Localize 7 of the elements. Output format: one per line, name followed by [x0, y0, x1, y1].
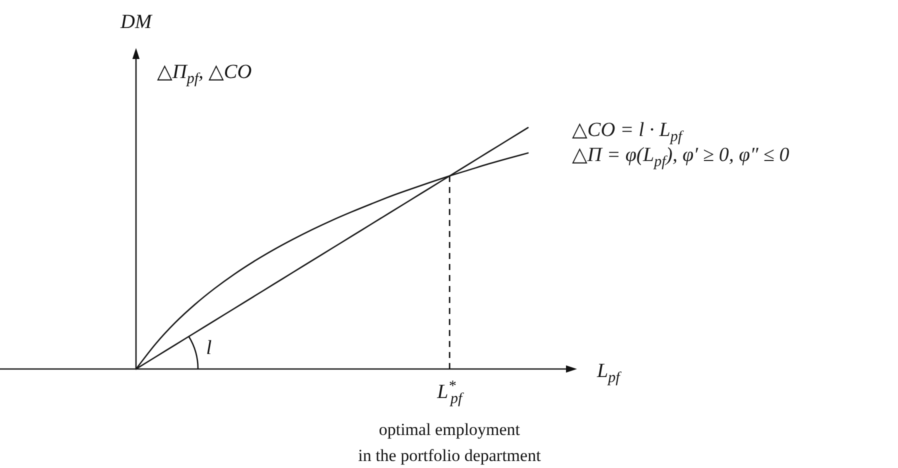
annotation: l — [206, 336, 212, 360]
text: △Π = φ(L$_{pf}$), φ′ ≥ 0, φ″ ≤ 0 — [572, 144, 790, 170]
text: △Π$_{pf}$, △CO — [157, 60, 252, 86]
text: △CO = l · L$_{pf}$ — [572, 119, 682, 146]
y-axis-title: DM — [120, 10, 152, 34]
x-axis-title: L$_{pf}$ — [597, 360, 620, 386]
text: optimal employment in the portfolio department — [358, 419, 541, 467]
